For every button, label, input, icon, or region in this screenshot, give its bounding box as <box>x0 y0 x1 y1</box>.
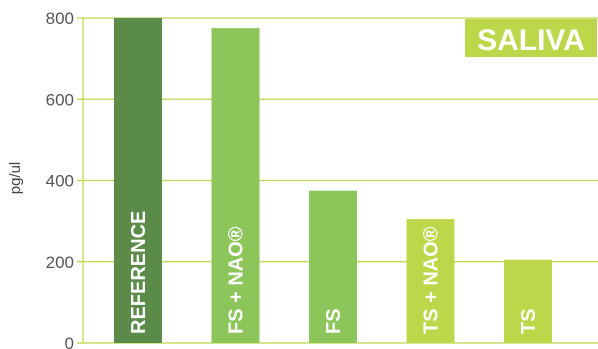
bar <box>504 259 552 343</box>
bar <box>406 219 455 343</box>
bar-label: FS + NAO® <box>226 226 248 334</box>
y-tick-label: 400 <box>46 172 74 191</box>
y-tick-label: 600 <box>46 90 74 109</box>
y-axis-label: pg/ul <box>7 162 24 195</box>
bars: REFERENCE FS + NAO® FS TS + NAO® TS <box>114 18 552 343</box>
y-tick-label: 0 <box>65 334 74 349</box>
y-axis-ticks: 0 200 400 600 800 <box>46 9 74 349</box>
bar-label: FS <box>323 308 345 334</box>
y-tick-label: 200 <box>46 253 74 272</box>
bar-label: TS <box>518 308 540 334</box>
badge-label: SALIVA <box>477 24 585 57</box>
bar <box>211 28 260 343</box>
bar <box>114 18 162 343</box>
saliva-badge: SALIVA <box>465 19 597 57</box>
badge-background <box>465 19 597 57</box>
bar <box>309 190 357 343</box>
bar-label: REFERENCE <box>128 211 150 334</box>
y-tick-label: 800 <box>46 9 74 28</box>
bar-label: TS + NAO® <box>421 226 443 334</box>
